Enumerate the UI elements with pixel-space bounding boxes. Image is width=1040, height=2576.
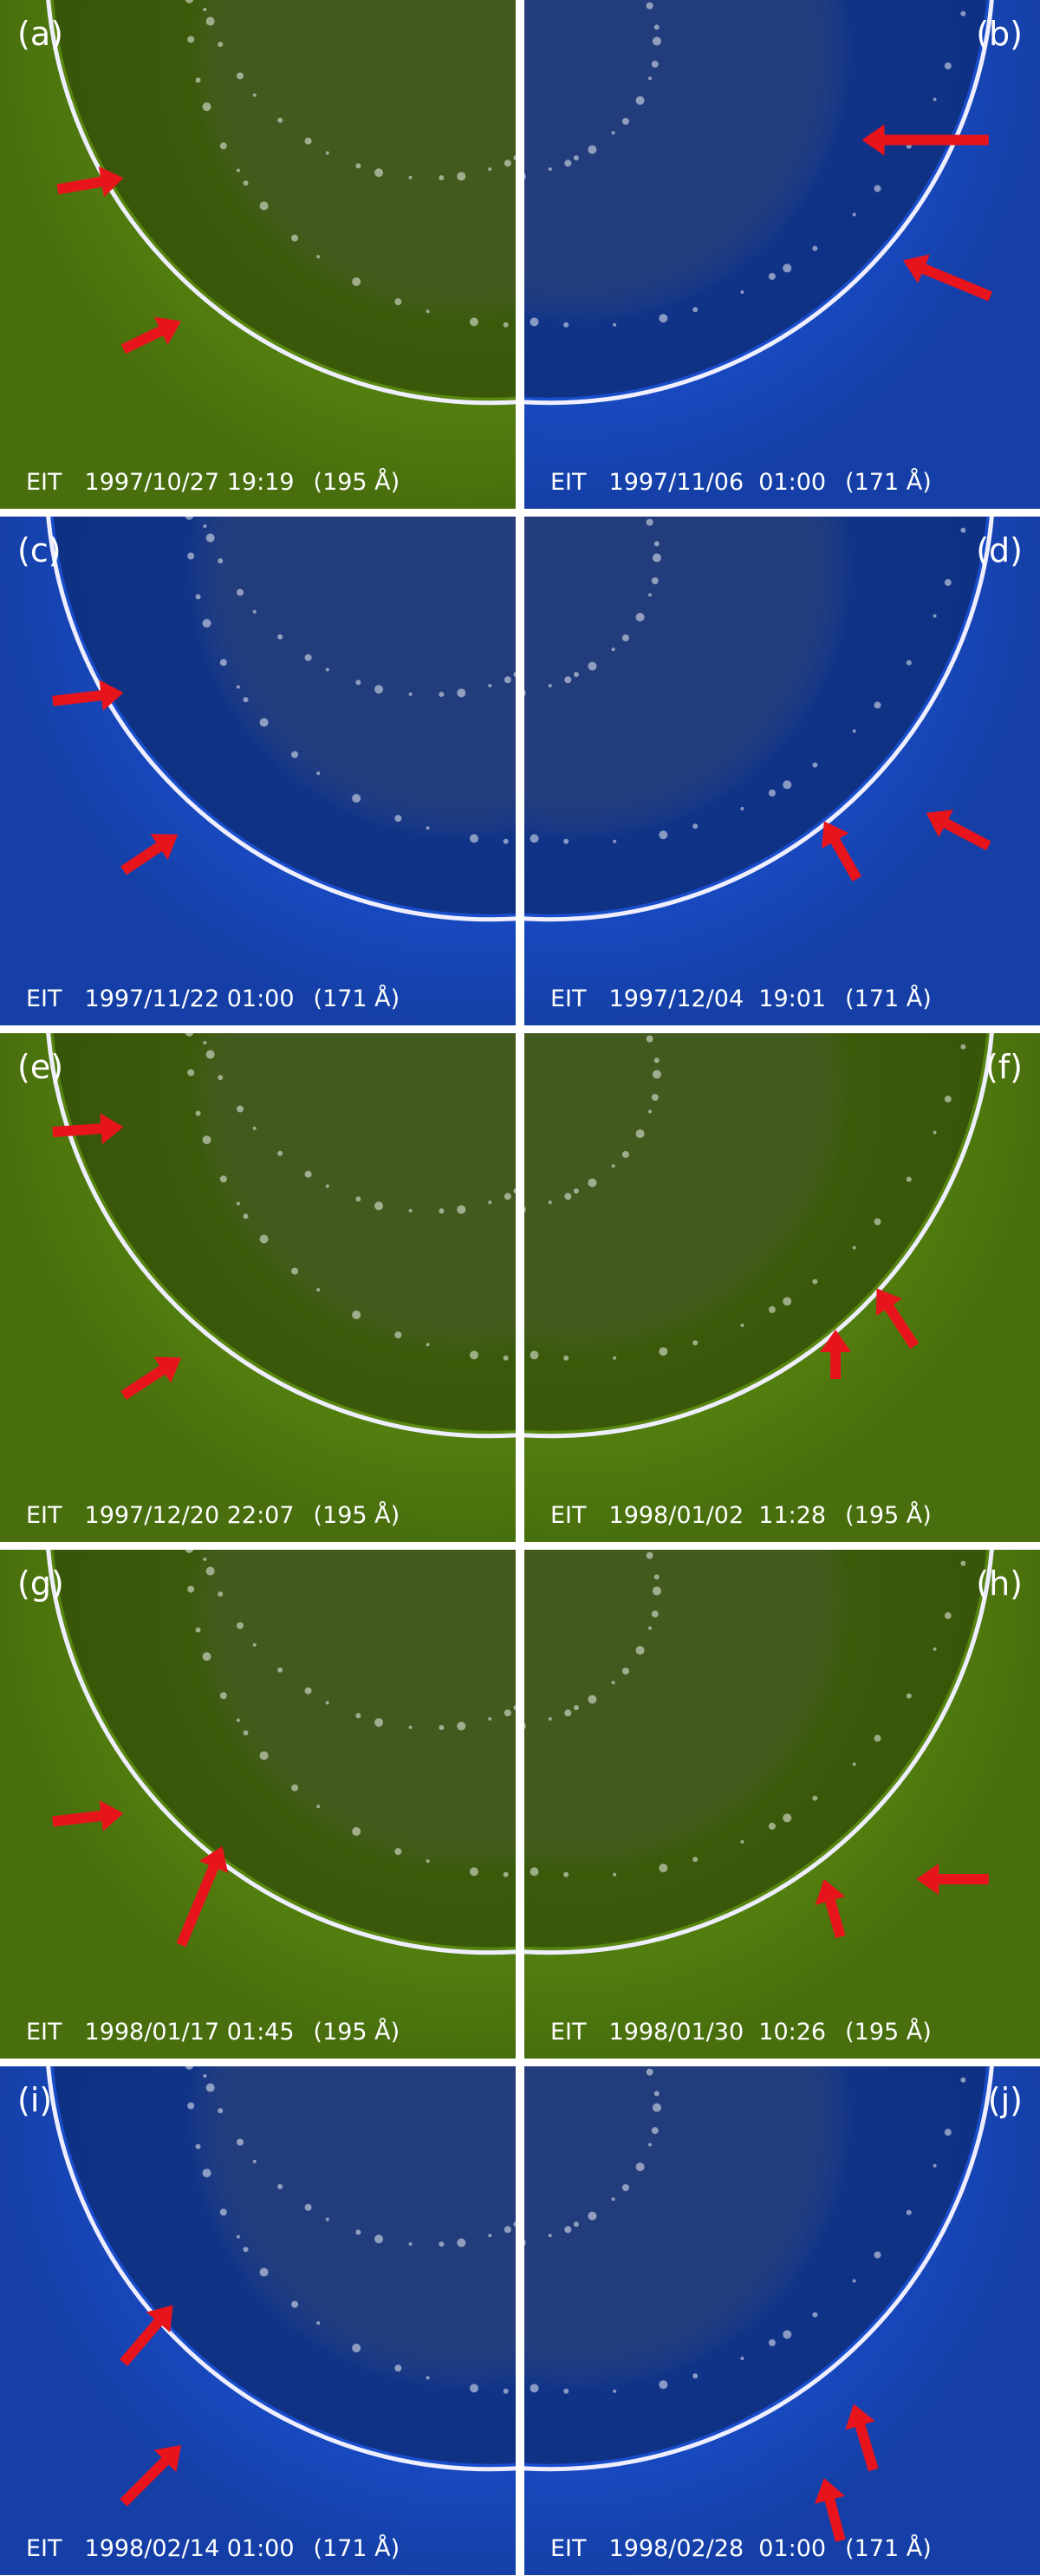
timestamp: 1998/01/17 01:45 (85, 2019, 295, 2046)
instrument: EIT (26, 2019, 62, 2046)
panel-label: (f) (985, 1048, 1023, 1086)
timestamp: 1997/10/27 19:19 (85, 469, 295, 496)
caption: EIT 1998/01/02 11:28 (195 Å) (550, 1501, 932, 1529)
arrow (120, 1356, 181, 1401)
arrow (820, 1330, 852, 1379)
instrument: EIT (550, 1502, 587, 1529)
wavelength: (195 Å) (314, 2018, 400, 2046)
arrow (815, 1879, 846, 1939)
panel: (i) EIT 1998/02/14 01:00 (171 Å) (0, 2066, 516, 2575)
timestamp: 1998/01/02 11:28 (609, 1502, 827, 1529)
instrument: EIT (550, 2535, 587, 2562)
arrow (120, 2444, 182, 2507)
caption: EIT 1997/12/04 19:01 (171 Å) (550, 985, 932, 1012)
timestamp: 1997/12/20 22:07 (85, 1502, 295, 1529)
instrument: EIT (550, 2019, 587, 2046)
caption: EIT 1998/02/14 01:00 (171 Å) (26, 2534, 400, 2562)
arrow (815, 2478, 846, 2542)
caption: EIT 1997/11/22 01:00 (171 Å) (26, 985, 400, 1012)
instrument: EIT (26, 2535, 62, 2562)
instrument: EIT (550, 986, 587, 1012)
panel-label: (b) (976, 15, 1023, 53)
panel: (g) EIT 1998/01/17 01:45 (195 Å) (0, 1550, 516, 2059)
wavelength: (171 Å) (314, 985, 400, 1012)
panel-label: (j) (988, 2081, 1023, 2119)
caption: EIT 1997/12/20 22:07 (195 Å) (26, 1501, 400, 1529)
wavelength: (195 Å) (845, 2018, 932, 2046)
panel: (f) EIT 1998/01/02 11:28 (195 Å) (524, 1033, 1040, 1542)
wavelength: (171 Å) (845, 2534, 932, 2562)
arrow (926, 810, 991, 851)
panel: (a) EIT 1997/10/27 19:19 (195 Å) (0, 0, 516, 509)
arrow (176, 1846, 229, 1948)
caption: EIT 1998/01/17 01:45 (195 Å) (26, 2018, 400, 2046)
timestamp: 1998/02/28 01:00 (609, 2535, 827, 2562)
caption: EIT 1997/10/27 19:19 (195 Å) (26, 468, 400, 496)
arrow (861, 124, 989, 156)
panel: (e) EIT 1997/12/20 22:07 (195 Å) (0, 1033, 516, 1542)
panel-label: (d) (976, 531, 1023, 569)
arrow (120, 834, 179, 875)
arrow (52, 1113, 124, 1145)
arrow (875, 1288, 920, 1350)
arrow (52, 1800, 124, 1831)
caption: EIT 1998/01/30 10:26 (195 Å) (550, 2018, 932, 2046)
panel: (b) EIT 1997/11/06 01:00 (171 Å) (524, 0, 1040, 509)
wavelength: (195 Å) (314, 1501, 400, 1529)
arrow (120, 316, 182, 355)
wavelength: (195 Å) (314, 468, 400, 496)
wavelength: (171 Å) (314, 2534, 400, 2562)
wavelength: (171 Å) (845, 468, 932, 496)
panel-label: (g) (17, 1564, 64, 1603)
panel-label: (e) (17, 1048, 63, 1086)
arrow (903, 254, 993, 302)
wavelength: (195 Å) (845, 1501, 932, 1529)
panel: (h) EIT 1998/01/30 10:26 (195 Å) (524, 1550, 1040, 2059)
panel-label: (i) (17, 2081, 52, 2119)
panel: (c) EIT 1997/11/22 01:00 (171 Å) (0, 517, 516, 1025)
instrument: EIT (26, 986, 62, 1012)
instrument: EIT (550, 469, 587, 496)
arrow (56, 166, 124, 198)
wavelength: (171 Å) (845, 985, 932, 1012)
panel-label: (h) (976, 1564, 1023, 1603)
arrow (916, 1864, 989, 1895)
instrument: EIT (26, 469, 62, 496)
arrow (845, 2404, 879, 2472)
arrow (119, 2305, 173, 2366)
caption: EIT 1997/11/06 01:00 (171 Å) (550, 468, 932, 496)
instrument: EIT (26, 1502, 62, 1529)
panel-label: (a) (17, 15, 63, 53)
panel-label: (c) (17, 531, 62, 569)
timestamp: 1997/11/06 01:00 (609, 469, 827, 496)
timestamp: 1997/12/04 19:01 (609, 986, 827, 1012)
panel: (d) EIT 1997/12/04 19:01 (171 Å) (524, 517, 1040, 1025)
timestamp: 1997/11/22 01:00 (85, 986, 295, 1012)
arrow (822, 821, 862, 881)
timestamp: 1998/01/30 10:26 (609, 2019, 827, 2046)
arrow (52, 680, 124, 712)
caption: EIT 1998/02/28 01:00 (171 Å) (550, 2534, 932, 2562)
panel: (j) EIT 1998/02/28 01:00 (171 Å) (524, 2066, 1040, 2575)
timestamp: 1998/02/14 01:00 (85, 2535, 295, 2562)
